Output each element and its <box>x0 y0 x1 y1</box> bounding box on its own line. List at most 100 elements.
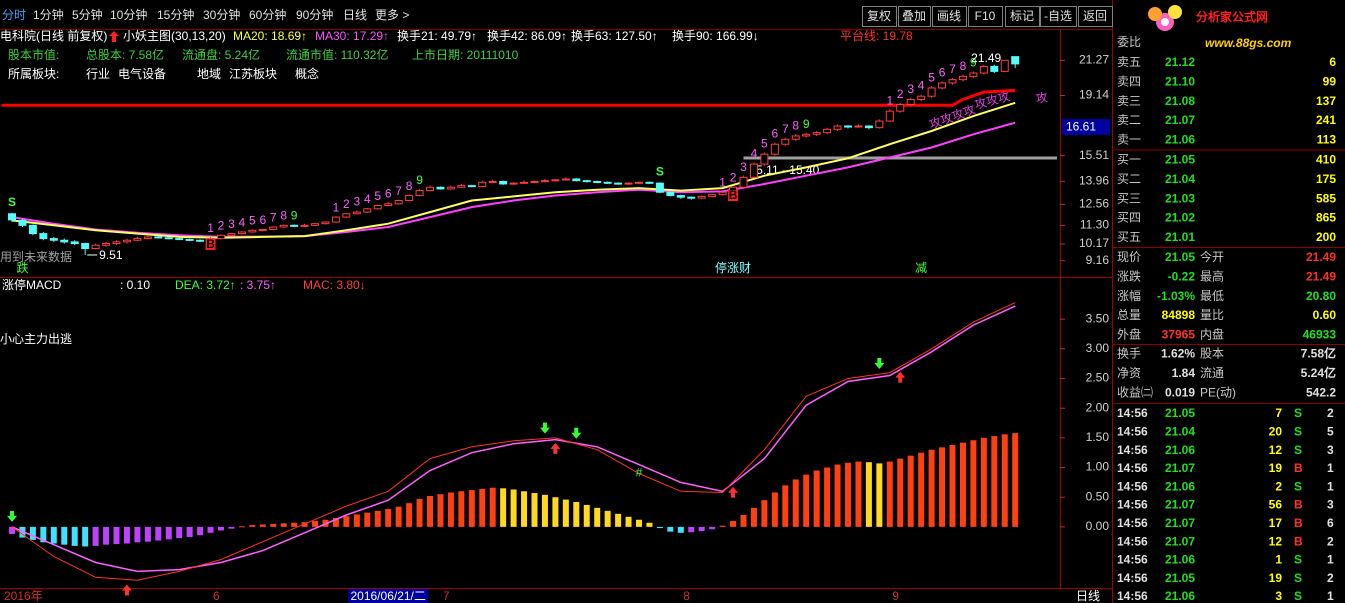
period-tab[interactable]: 更多 > <box>375 8 409 22</box>
period-tab[interactable]: 90分钟 <box>296 7 333 22</box>
macd-readout: : 0.10 <box>120 278 150 292</box>
trade-time: 14:56 <box>1117 479 1148 493</box>
stat-label: 收益㈡ <box>1117 385 1153 399</box>
macd-bar <box>677 526 684 533</box>
tool-button[interactable]: 叠加 <box>902 9 926 23</box>
platform-readout: 平台线: 19.78 <box>840 28 913 43</box>
stat-label: 量比 <box>1200 308 1224 322</box>
macd-bar <box>479 488 486 527</box>
y-tick-label: 10.17 <box>1079 236 1109 250</box>
candle-body <box>781 138 790 145</box>
trade-price: 21.07 <box>1165 534 1195 548</box>
book-volume: 410 <box>1316 153 1336 167</box>
period-tab[interactable]: 5分钟 <box>72 7 103 22</box>
macd-bar <box>218 526 224 531</box>
macd-bar <box>71 526 78 546</box>
candle-body <box>582 180 591 183</box>
period-tab[interactable]: 30分钟 <box>203 7 240 22</box>
macd-bar <box>949 444 956 527</box>
candle-body <box>311 223 320 226</box>
trade-side: S <box>1294 589 1302 603</box>
macd-bar <box>270 523 277 527</box>
period-tab[interactable]: 1分钟 <box>33 7 64 22</box>
macd-bar <box>1001 434 1008 527</box>
candle-body <box>363 208 372 213</box>
macd-bar <box>897 458 904 527</box>
petal-center <box>1161 18 1169 26</box>
macd-bar <box>9 526 15 534</box>
candle-body <box>948 79 957 84</box>
candle-body <box>436 186 445 190</box>
period-tab[interactable]: 15分钟 <box>157 7 194 22</box>
buy-signal: B <box>206 237 215 251</box>
macd-bar <box>698 526 705 532</box>
tool-button[interactable]: -自选 <box>1044 9 1072 23</box>
macd-bar <box>29 526 36 540</box>
stat-value: 7.58亿 <box>1301 346 1336 361</box>
y-tick-label: 15.51 <box>1079 148 1109 162</box>
trade-side: S <box>1294 479 1302 493</box>
tool-button[interactable]: 画线 <box>937 9 961 23</box>
turnover-readout: 换手90: 166.99↓ <box>672 29 759 43</box>
period-tab[interactable]: 日线 <box>343 8 367 22</box>
candle-body <box>812 132 821 135</box>
macd-marker: # <box>636 466 643 480</box>
trade-count: 3 <box>1327 498 1334 512</box>
date-label: 6 <box>213 589 220 603</box>
macd-bar <box>458 491 465 527</box>
candle-body <box>854 125 863 128</box>
macd-bar <box>437 494 444 527</box>
candle-body <box>708 194 717 197</box>
macd-bar <box>886 461 893 527</box>
macd-bar <box>364 512 371 527</box>
candle-body <box>1011 56 1020 65</box>
stat-label: 今开 <box>1200 249 1224 264</box>
tool-button[interactable]: F10 <box>975 9 996 23</box>
trade-side: S <box>1294 571 1302 585</box>
ma30-readout: MA30: 17.29↑ <box>315 29 389 43</box>
period-tab[interactable]: 10分钟 <box>110 7 147 22</box>
macd-bar <box>980 437 987 527</box>
candle-body <box>269 226 278 230</box>
trade-volume: 12 <box>1269 534 1283 548</box>
period-tab[interactable]: 分时 <box>2 8 26 22</box>
ma20-line <box>11 101 1016 239</box>
count-label: 2 <box>218 219 225 233</box>
macd-bar <box>427 496 433 527</box>
book-level: 买一 <box>1117 153 1141 167</box>
candle-body <box>1000 59 1009 72</box>
cursor-price: 16.61 <box>1066 120 1096 134</box>
left-note: 用到未来数据 <box>0 249 72 264</box>
tool-button[interactable]: 返回 <box>1083 9 1107 23</box>
candle-body <box>446 186 455 190</box>
macd-bar <box>583 504 590 527</box>
period-tab[interactable]: 60分钟 <box>249 7 286 22</box>
y-tick-label: 1.00 <box>1086 460 1110 474</box>
stat-label: 现价 <box>1117 250 1141 264</box>
tool-button-frame <box>1040 6 1077 27</box>
macd-bar <box>656 526 663 529</box>
trade-volume: 17 <box>1269 516 1283 530</box>
macd-bar <box>604 510 611 527</box>
sector-item: 概念 <box>295 66 319 81</box>
macd-bar <box>876 463 883 527</box>
logo-name: 分析家公式网 <box>1196 9 1268 24</box>
trade-volume: 2 <box>1275 479 1282 493</box>
macd-bar <box>615 513 622 527</box>
candle-body <box>321 221 330 225</box>
y-tick-label: 19.14 <box>1079 88 1109 102</box>
candle-body <box>676 195 685 198</box>
macd-bar <box>709 526 716 530</box>
candle-body <box>18 219 27 226</box>
macd-bar <box>865 462 872 527</box>
tool-button[interactable]: 标记 <box>1010 9 1034 23</box>
buy-signal: B <box>729 188 738 202</box>
macd-readout: MAC: 3.80↓ <box>303 278 366 292</box>
tool-button[interactable]: 复权 <box>867 9 891 23</box>
candle-body <box>791 135 800 140</box>
trade-price: 21.07 <box>1165 461 1195 475</box>
trade-count: 2 <box>1327 534 1334 548</box>
y-tick-label: 11.30 <box>1080 218 1109 232</box>
macd-bar <box>82 526 89 547</box>
